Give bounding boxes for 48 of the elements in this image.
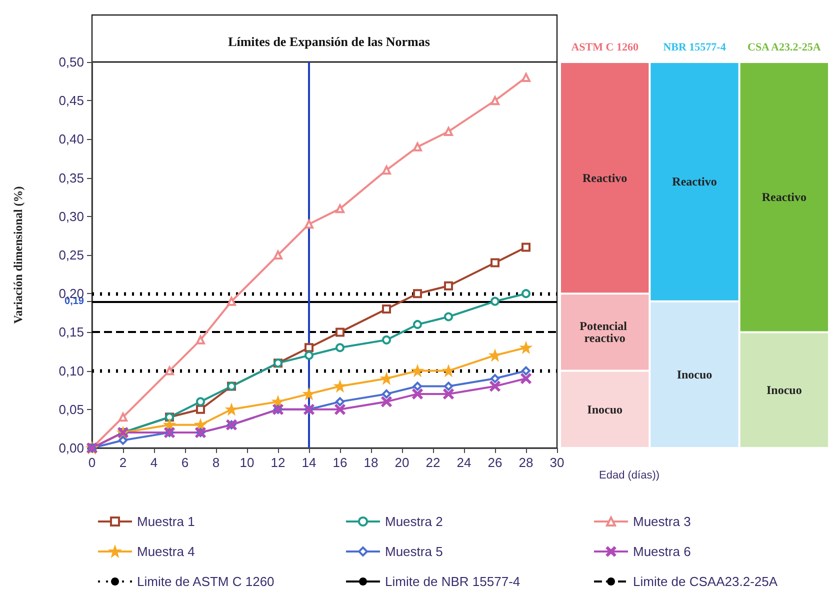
x-tick-label: 4 [150,455,158,470]
x-tick-label: 28 [518,455,534,470]
x-tick-label: 30 [550,455,564,470]
series-label: Potencial reactivo [580,319,630,346]
legend-label: Muestra 1 [137,514,195,529]
x-tick-label: 2 [119,455,127,470]
y-tick-label: 0,10 [58,363,84,378]
legend-label: Limite de CSAA23.2-25A [633,574,778,589]
x-tick-label: 0 [88,455,96,470]
text: Reactivo [672,174,717,189]
legend-label: Muestra 3 [633,514,691,529]
legend-label: Limite de NBR 15577-4 [385,574,520,589]
series-label: Reactivo [582,170,628,185]
x-tick-label: 20 [394,455,410,470]
x-tick-label: 12 [270,455,286,470]
legend-label: Limite de ASTM C 1260 [137,574,274,589]
x-tick-label: 18 [364,455,378,470]
y-tick-label: 0,45 [58,93,84,108]
text: Inocuo [766,383,802,398]
x-tick-label: CSA A23.2-25A [747,42,821,54]
y-tick-label: 0,50 [58,54,84,70]
x-tick-label: 8 [212,455,220,470]
x-tick-label: 24 [456,455,472,470]
x-tick-label: ASTM C 1260 [571,42,639,54]
x-axis-title: Edad (días)) [599,470,660,482]
legend-label: Muestra 4 [137,544,195,559]
y-tick-label: 0,30 [58,208,84,224]
x-tick-label: 10 [240,455,254,470]
legend-label: Muestra 2 [385,514,443,529]
y-tick-label: 0,40 [58,132,84,147]
x-tick-label: 16 [332,455,348,470]
x-tick-label: 22 [426,455,440,470]
x-tick-label: 26 [488,455,502,470]
y-axis-title: Variación dimensional (%) [11,186,25,324]
x-tick-label: NBR 15577-4 [663,42,726,54]
x-tick-label: 14 [302,455,316,470]
y-tick-label: 0,35 [58,170,84,186]
series-label: Inocuo [587,402,623,416]
y-tick-label: 0,05 [58,402,84,417]
legend-label: Muestra 6 [633,544,691,559]
text: Inocuo [676,368,712,382]
y-tick-label: 0,00 [58,440,84,456]
text: Reactivo [762,190,806,204]
chart-title: Límites de Expansión de las Normas [228,34,430,49]
y-tick-label: 0,25 [58,248,84,262]
legend-label: Muestra 5 [385,544,443,559]
x-tick-label: 6 [181,455,189,470]
y-tick-label: 0,15 [58,324,84,340]
